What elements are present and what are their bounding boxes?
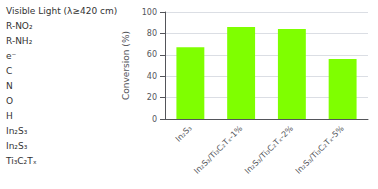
svg-text:Conversion (%): Conversion (%) (121, 31, 131, 100)
svg-text:Ti₃C₂Tₓ: Ti₃C₂Tₓ (5, 156, 37, 166)
svg-text:60: 60 (147, 50, 157, 59)
svg-text:In₂S₃/Ti₃C₂Tₓ-5%: In₂S₃/Ti₃C₂Tₓ-5% (294, 124, 346, 176)
svg-text:In₂S₃: In₂S₃ (6, 126, 28, 136)
svg-text:100: 100 (142, 8, 157, 17)
svg-text:0: 0 (152, 115, 157, 124)
svg-text:40: 40 (147, 72, 157, 81)
svg-text:N: N (6, 81, 13, 91)
svg-text:In₂S₃/Ti₃C₂Tₓ-2%: In₂S₃/Ti₃C₂Tₓ-2% (243, 124, 295, 176)
svg-text:R-NO₂: R-NO₂ (6, 21, 33, 31)
svg-text:80: 80 (147, 29, 157, 38)
svg-text:Visible Light (λ≥420 cm): Visible Light (λ≥420 cm) (6, 6, 117, 16)
svg-text:O: O (6, 96, 13, 106)
svg-text:e⁻: e⁻ (6, 51, 17, 61)
svg-text:In₂S₃/Ti₃C₂Tₓ-1%: In₂S₃/Ti₃C₂Tₓ-1% (192, 124, 244, 176)
svg-text:C: C (6, 66, 12, 76)
svg-text:In₂S₃: In₂S₃ (174, 124, 194, 144)
svg-text:20: 20 (147, 93, 157, 102)
svg-text:H: H (6, 111, 13, 121)
svg-text:In₂S₃: In₂S₃ (6, 141, 28, 151)
svg-text:R-NH₂: R-NH₂ (6, 36, 33, 46)
